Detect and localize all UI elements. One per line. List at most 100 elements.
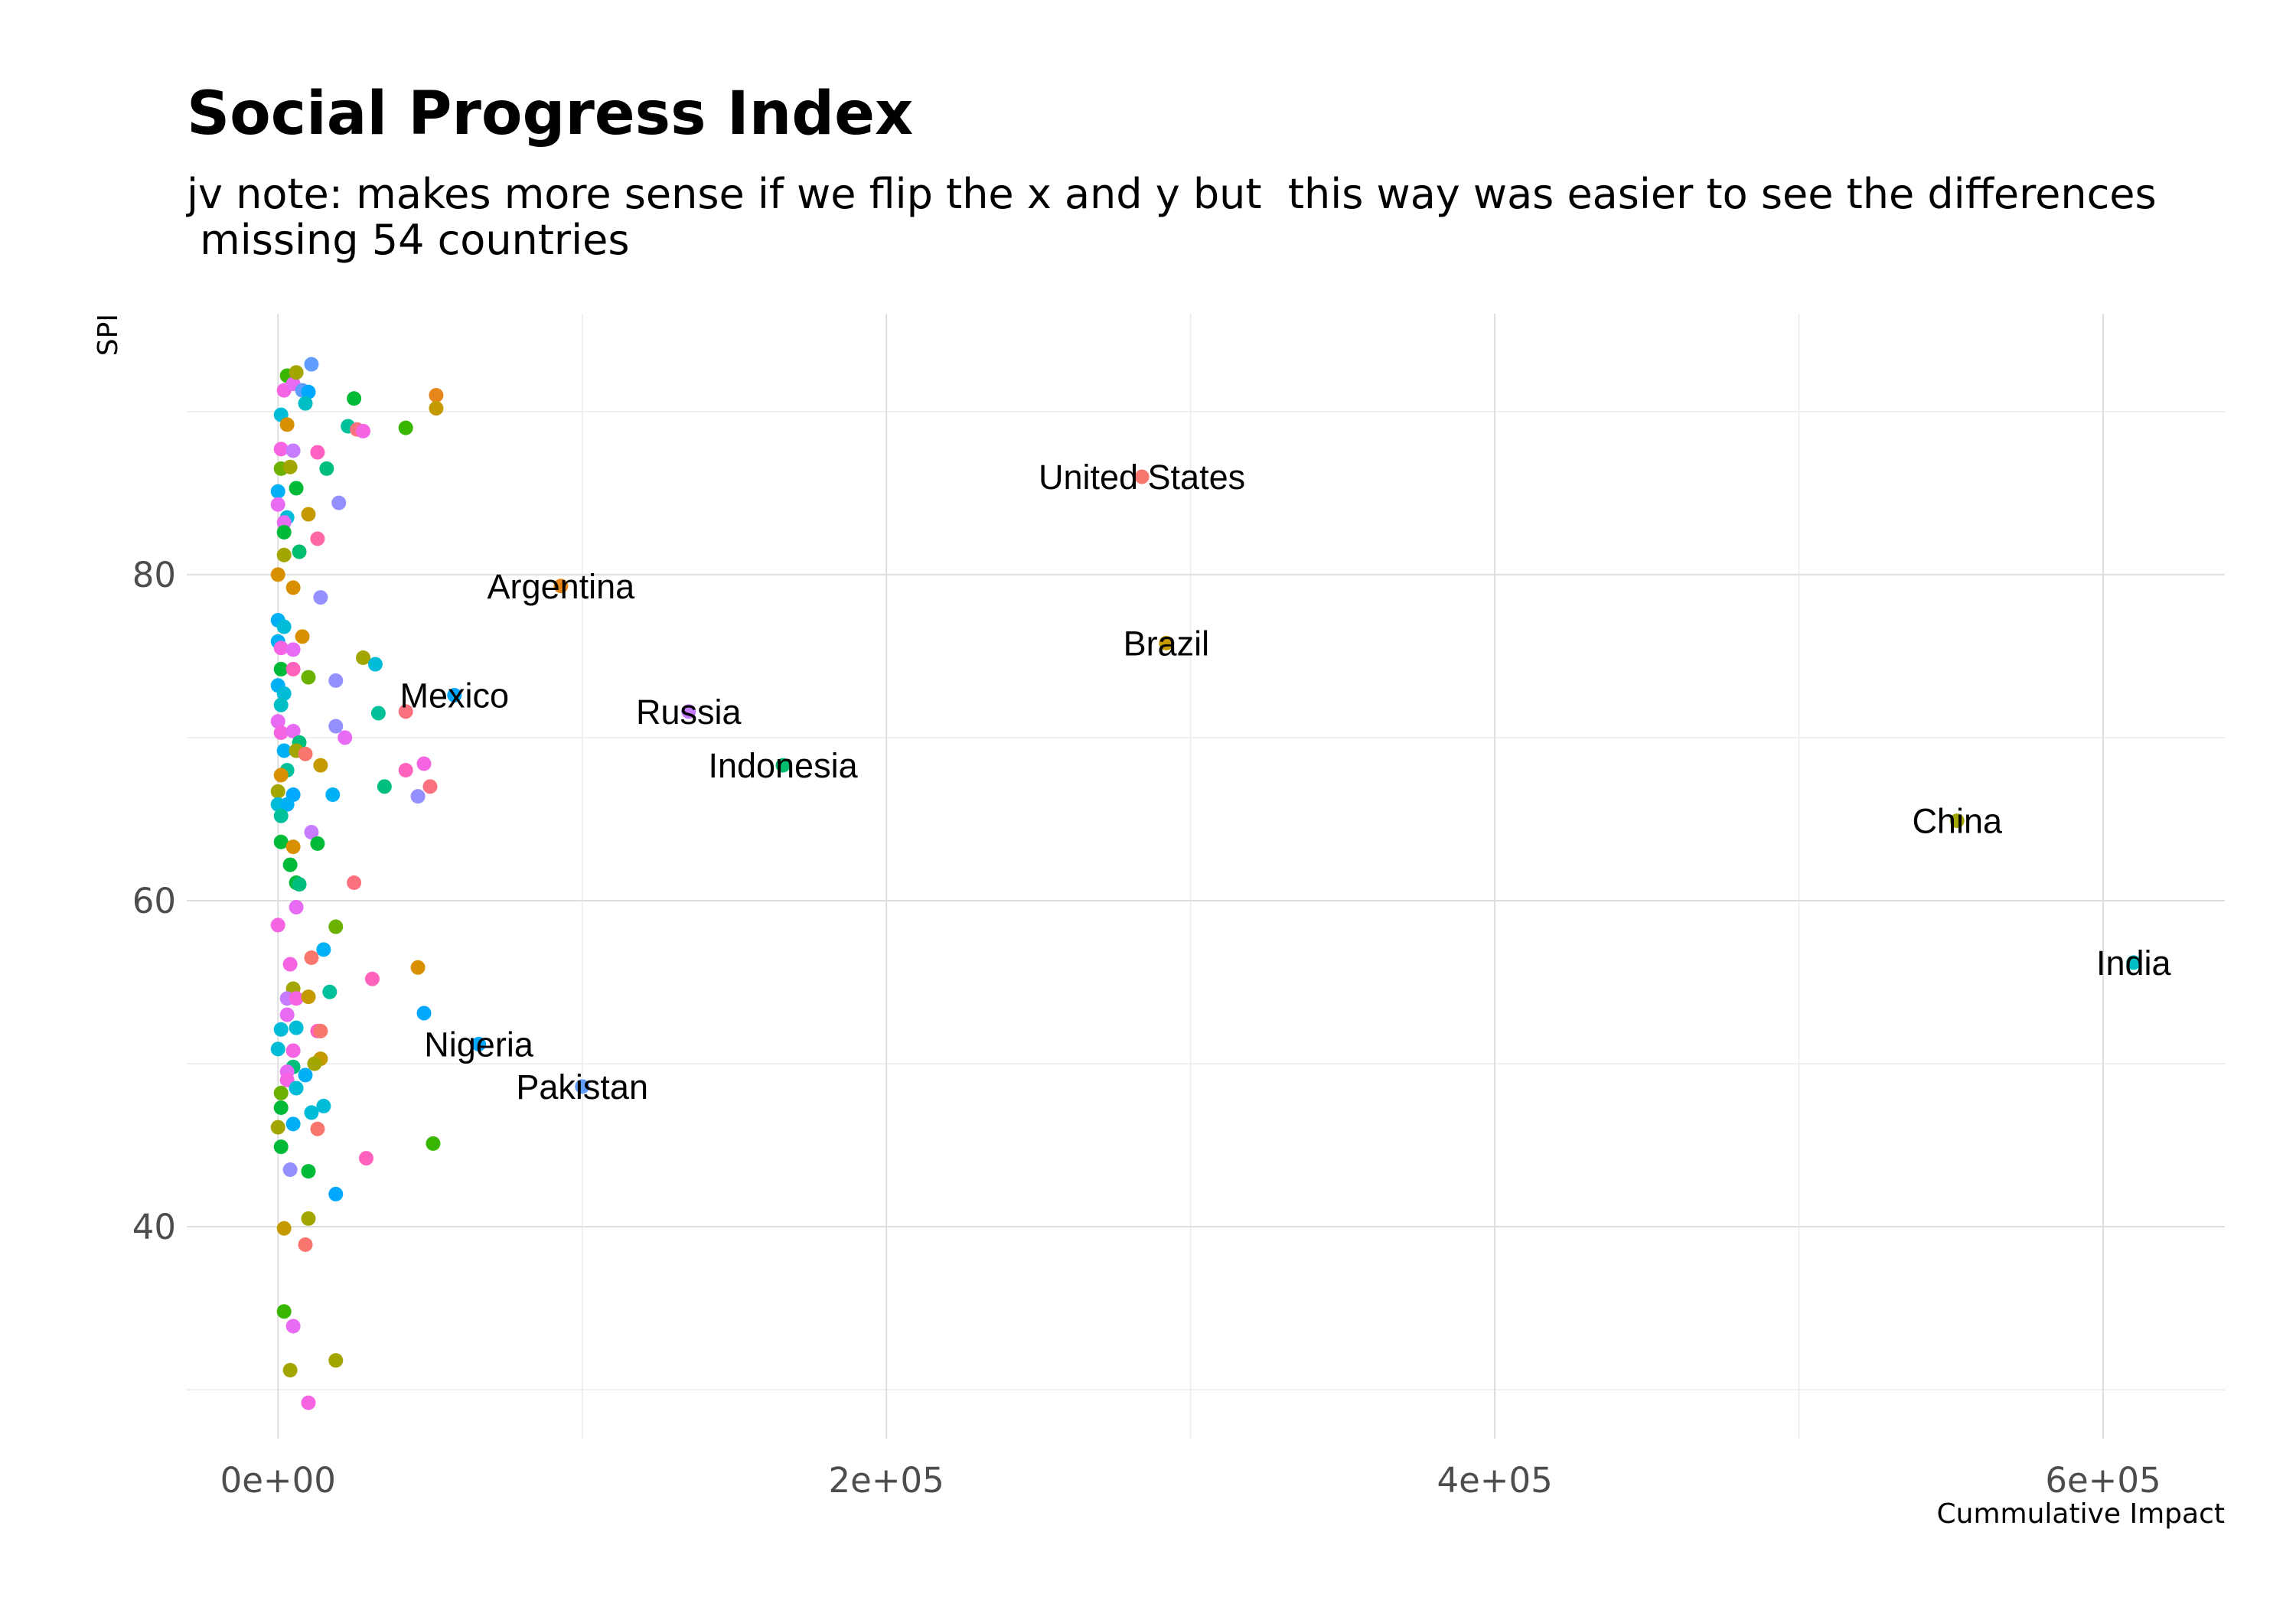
data-point	[298, 396, 313, 411]
data-point	[367, 657, 383, 672]
x-tick-label: 2e+05	[829, 1460, 944, 1501]
data-point	[295, 629, 310, 644]
data-point	[313, 590, 328, 605]
point-label: India	[2096, 944, 2172, 983]
data-point	[319, 461, 334, 476]
data-point	[301, 1164, 316, 1179]
data-point-labeled	[775, 758, 791, 773]
data-point	[359, 1151, 374, 1166]
data-point	[270, 784, 285, 799]
data-point	[301, 989, 316, 1005]
data-point	[328, 1186, 344, 1201]
data-point	[273, 641, 289, 656]
x-tick-label: 6e+05	[2045, 1460, 2161, 1501]
data-point-labeled	[1134, 469, 1150, 484]
data-point	[273, 442, 289, 457]
point-labels-layer: United States Argentina Brazil Mexico Russia…	[400, 458, 2171, 1107]
data-point	[276, 1304, 292, 1319]
data-point	[282, 957, 298, 972]
data-point	[313, 1023, 328, 1038]
data-point	[276, 1221, 292, 1236]
data-point	[282, 1363, 298, 1378]
x-axis-title: Cummulative Impact	[1937, 1498, 2226, 1530]
data-point	[273, 1100, 289, 1116]
data-point	[273, 725, 289, 741]
data-point-labeled	[471, 1036, 487, 1051]
data-point	[304, 1105, 319, 1120]
point-label: Nigeria	[424, 1025, 534, 1064]
data-point	[285, 642, 301, 657]
data-point	[304, 824, 319, 839]
data-point	[310, 445, 325, 460]
data-point	[298, 1237, 313, 1252]
data-point	[301, 1211, 316, 1226]
data-point-labeled	[681, 704, 696, 719]
data-point	[304, 357, 319, 372]
data-point	[429, 401, 444, 416]
data-point	[356, 423, 371, 438]
data-point	[298, 746, 313, 761]
data-point	[276, 524, 292, 539]
data-point	[273, 697, 289, 712]
data-point	[310, 531, 325, 546]
y-tick-label: 80	[132, 555, 176, 595]
data-point	[347, 875, 362, 891]
data-point	[304, 950, 319, 966]
points-layer	[270, 357, 2141, 1410]
data-point	[410, 789, 426, 804]
data-point-labeled	[1159, 635, 1174, 650]
data-point	[307, 1056, 322, 1071]
data-point	[285, 839, 301, 855]
data-point	[398, 420, 413, 435]
data-point-labeled	[553, 579, 569, 594]
point-label: Russia	[636, 693, 742, 732]
tick-labels: 0e+00 2e+05 4e+05 6e+05 40 60 80	[132, 555, 2161, 1501]
data-point	[276, 547, 292, 562]
data-point	[370, 706, 386, 721]
data-point	[289, 481, 304, 496]
data-point	[273, 661, 289, 676]
data-point	[328, 919, 344, 934]
point-label: China	[1912, 802, 2003, 841]
data-point	[285, 580, 301, 595]
data-point	[416, 756, 432, 771]
chart-title: Social Progress Index	[187, 80, 914, 148]
data-point	[292, 877, 307, 892]
data-point	[282, 459, 298, 474]
data-point	[276, 619, 292, 634]
data-point	[279, 797, 295, 812]
point-label: Pakistan	[516, 1068, 648, 1107]
data-point	[270, 497, 285, 512]
point-label: Indonesia	[708, 746, 858, 785]
data-point	[310, 836, 325, 851]
data-point	[316, 942, 331, 957]
data-point	[364, 971, 380, 986]
data-point	[313, 758, 328, 773]
data-point	[422, 779, 438, 794]
data-point	[273, 1022, 289, 1037]
data-point	[398, 763, 413, 778]
data-point-labeled	[447, 688, 462, 703]
data-point	[282, 857, 298, 872]
point-label: Mexico	[400, 676, 509, 715]
data-point	[328, 1353, 344, 1368]
data-point	[292, 544, 307, 559]
data-point	[398, 704, 413, 719]
grid	[187, 314, 2225, 1439]
data-point	[289, 991, 304, 1006]
data-point	[285, 443, 301, 458]
data-point-labeled	[575, 1079, 590, 1094]
chart-subtitle: jv note: makes more sense if we flip the…	[187, 170, 2157, 264]
data-point	[301, 1395, 316, 1410]
y-tick-label: 60	[132, 881, 176, 921]
data-point	[270, 567, 285, 582]
data-point	[270, 1120, 285, 1135]
data-point	[276, 686, 292, 701]
data-point	[377, 779, 392, 794]
point-label: Brazil	[1124, 624, 1210, 663]
data-point	[273, 808, 289, 823]
data-point	[285, 723, 301, 738]
data-point	[328, 673, 344, 688]
y-axis-title: SPI	[93, 314, 124, 356]
data-point	[347, 391, 362, 406]
